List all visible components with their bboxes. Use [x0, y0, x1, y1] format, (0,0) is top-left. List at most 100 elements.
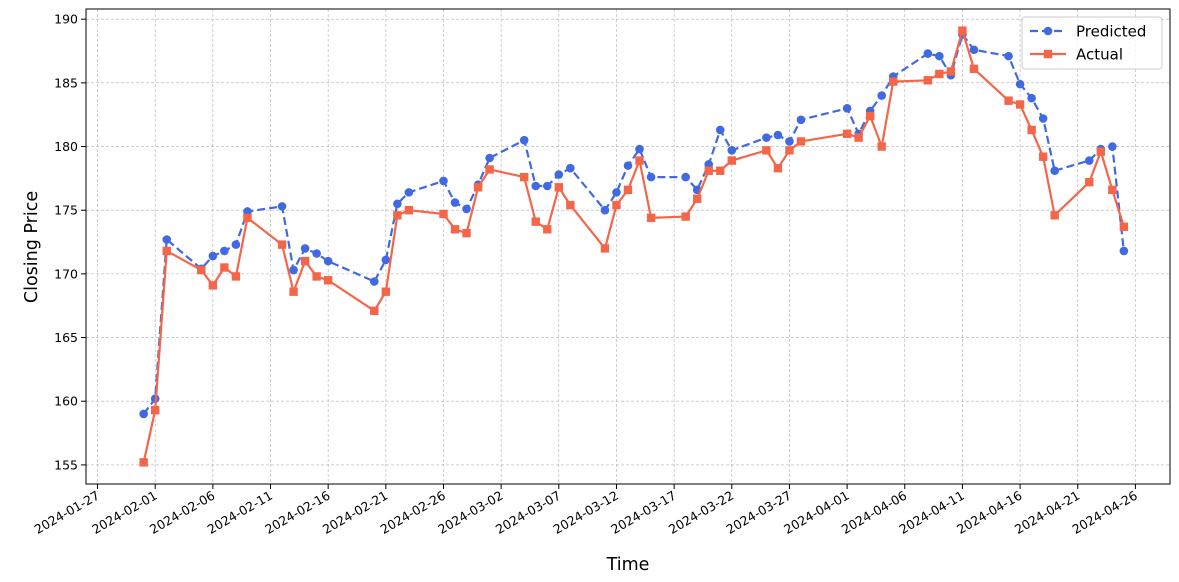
data-point-actual	[646, 213, 656, 223]
data-point-predicted	[404, 188, 414, 197]
data-point-actual	[773, 163, 783, 173]
data-point-actual	[785, 146, 794, 155]
data-point-actual	[566, 200, 575, 210]
data-point-actual	[1085, 177, 1094, 187]
data-point-actual	[439, 209, 448, 219]
data-point-predicted	[542, 181, 552, 191]
data-point-predicted	[220, 246, 229, 256]
data-point-predicted	[566, 163, 575, 173]
grid-lines	[86, 9, 1170, 484]
y-tick-label: 165	[54, 330, 78, 345]
data-point-actual	[289, 287, 298, 296]
data-point-actual	[877, 142, 886, 151]
data-point-predicted	[277, 202, 287, 211]
data-point-actual	[473, 183, 483, 192]
data-point-predicted	[704, 160, 714, 169]
data-point-predicted	[554, 170, 564, 179]
data-point-predicted	[646, 172, 656, 182]
data-point-actual	[277, 240, 287, 249]
data-point-predicted	[450, 198, 460, 207]
data-point-actual	[600, 244, 610, 253]
data-point-predicted	[935, 51, 944, 61]
data-point-actual	[612, 200, 621, 210]
data-point-predicted	[300, 244, 310, 253]
data-point-predicted	[312, 249, 321, 258]
data-point-actual	[1027, 125, 1036, 135]
data-point-predicted	[208, 251, 218, 261]
data-point-predicted	[439, 176, 448, 186]
data-point-predicted	[1015, 79, 1025, 89]
data-point-predicted	[681, 172, 690, 182]
data-point-actual	[727, 156, 736, 165]
data-point-actual	[854, 133, 863, 142]
plot-frame	[85, 8, 1171, 485]
y-tick-label: 170	[54, 266, 78, 281]
data-point-predicted	[139, 409, 148, 419]
data-point-actual	[935, 69, 944, 79]
data-point-predicted	[231, 240, 241, 249]
x-axis-title: Time	[606, 555, 650, 575]
data-point-actual	[381, 287, 391, 296]
data-point-predicted	[462, 204, 471, 214]
data-point-actual	[692, 194, 702, 203]
data-point-predicted	[519, 135, 529, 145]
data-point-actual	[370, 306, 379, 316]
y-tick-label: 175	[54, 203, 78, 218]
data-point-predicted	[289, 265, 298, 275]
data-point-actual	[969, 64, 979, 74]
data-point-predicted	[600, 205, 610, 215]
data-point-actual	[450, 225, 460, 234]
data-point-actual	[1004, 96, 1013, 105]
data-point-predicted	[842, 104, 852, 113]
data-point-predicted	[1108, 142, 1117, 151]
data-point-predicted	[381, 255, 391, 265]
data-point-actual	[681, 212, 690, 221]
data-point-predicted	[162, 235, 172, 244]
legend-item-actual: Actual	[1030, 46, 1123, 64]
data-point-predicted	[877, 91, 887, 100]
data-point-actual	[404, 206, 414, 215]
data-point-predicted	[1050, 166, 1059, 176]
data-point-actual	[197, 265, 206, 275]
legend-label-actual: Actual	[1076, 46, 1123, 64]
data-point-actual	[762, 146, 771, 155]
series-layer	[139, 26, 1129, 467]
data-point-actual	[623, 185, 633, 195]
data-point-actual	[323, 276, 333, 285]
data-point-actual	[312, 272, 321, 281]
data-point-predicted	[1004, 51, 1013, 61]
data-point-actual	[208, 281, 218, 290]
data-point-actual	[946, 67, 956, 76]
legend-label-predicted: Predicted	[1076, 23, 1146, 41]
data-point-actual	[716, 166, 725, 175]
y-axis-title: Closing Price	[22, 191, 42, 303]
data-point-predicted	[773, 130, 783, 140]
data-point-actual	[796, 137, 806, 146]
data-point-actual	[842, 129, 852, 138]
data-point-predicted	[393, 199, 402, 209]
data-point-predicted	[623, 161, 633, 170]
data-point-predicted	[715, 125, 725, 135]
data-point-predicted	[727, 146, 737, 155]
data-point-predicted	[243, 207, 252, 216]
data-point-predicted	[323, 256, 333, 266]
data-point-predicted	[369, 277, 379, 286]
y-tick-label: 190	[54, 12, 78, 27]
data-point-predicted	[923, 49, 933, 58]
data-point-predicted	[635, 144, 644, 154]
y-tick-label: 160	[54, 394, 78, 409]
series-line-actual	[142, 29, 1125, 463]
data-point-actual	[1096, 147, 1106, 156]
data-point-actual	[1119, 222, 1129, 231]
data-point-actual	[543, 225, 552, 234]
data-point-actual	[865, 111, 875, 121]
legend-marker-actual	[1043, 49, 1053, 59]
data-point-predicted	[531, 181, 541, 191]
legend: Predicted Actual	[1021, 16, 1163, 70]
data-point-predicted	[1084, 156, 1094, 165]
data-point-actual	[1050, 211, 1059, 220]
data-point-actual	[220, 263, 229, 272]
data-point-predicted	[969, 45, 979, 55]
legend-marker-predicted	[1043, 26, 1053, 36]
